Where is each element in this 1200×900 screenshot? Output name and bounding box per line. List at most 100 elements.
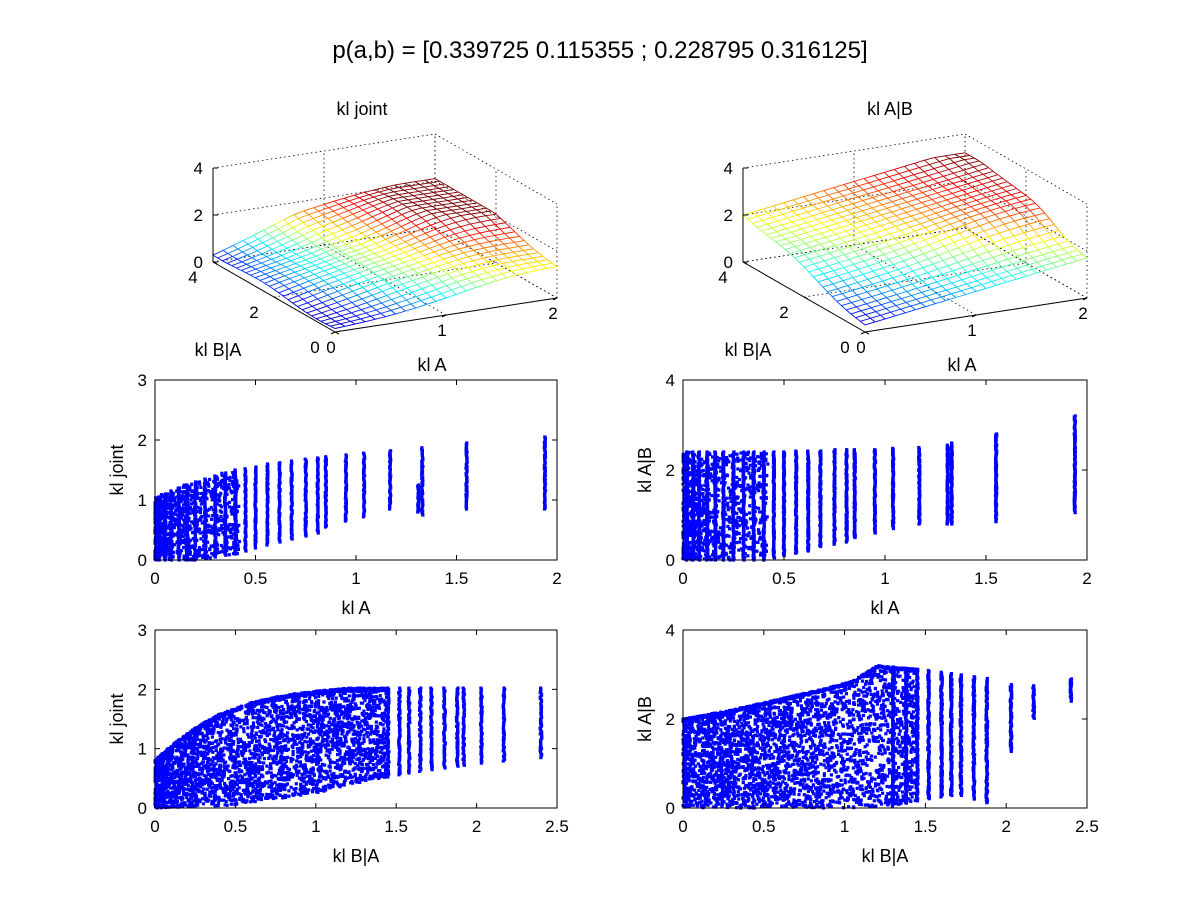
scatter-point <box>232 543 236 547</box>
scatter-point <box>213 503 217 507</box>
scatter-point <box>231 552 236 556</box>
scatter-point <box>162 541 166 546</box>
scatter-point <box>201 534 206 538</box>
scatter-point <box>183 498 187 503</box>
scatter-point <box>193 522 197 526</box>
scatter-point <box>236 547 240 551</box>
scatter-point <box>165 511 169 515</box>
scatter-point <box>167 540 171 544</box>
y-tick-label: 2 <box>138 431 147 450</box>
scatter-point <box>158 528 162 532</box>
scatter-point <box>189 502 193 506</box>
scatter-point <box>181 485 185 489</box>
scatter-point <box>237 523 241 527</box>
scatter-point <box>203 497 207 501</box>
scatter-point <box>166 548 170 552</box>
scatter-point <box>205 497 209 501</box>
scatter-point <box>181 539 186 543</box>
scatter-point <box>220 550 224 554</box>
scatter-point <box>222 527 226 531</box>
scatter-point <box>170 496 174 500</box>
scatter-point <box>162 554 166 558</box>
scatter-point <box>180 490 184 494</box>
scatter-point <box>199 485 203 489</box>
scatter-point <box>761 475 766 480</box>
scatter-point <box>189 506 193 510</box>
scatter-point <box>759 551 763 555</box>
scatter-point <box>177 524 181 528</box>
scatter-point <box>184 539 188 543</box>
scatter-point <box>211 514 215 518</box>
scatter-point <box>758 474 762 478</box>
scatter-point <box>162 508 166 512</box>
scatter-point <box>218 503 222 507</box>
scatter-point <box>182 491 186 495</box>
scatter-point <box>157 513 161 517</box>
scatter-point <box>289 459 294 463</box>
scatter-point <box>164 506 168 510</box>
scatter-point <box>233 469 237 473</box>
scatter-point <box>172 503 176 507</box>
scatter-point <box>228 475 232 479</box>
scatter-point <box>166 541 170 546</box>
scatter-point <box>154 545 158 549</box>
scatter-point <box>157 508 161 512</box>
scatter-point <box>169 536 173 540</box>
scatter-point <box>234 551 238 555</box>
scatter-point <box>160 546 164 550</box>
scatter-point <box>154 512 158 516</box>
scatter-point <box>194 484 198 488</box>
scatter-point <box>316 456 320 460</box>
scatter-point <box>543 435 547 439</box>
scatter-point <box>188 550 192 554</box>
scatter-point <box>165 493 169 497</box>
scatter-point <box>764 543 768 547</box>
scatter-point <box>196 496 200 500</box>
scatter-point <box>186 546 190 550</box>
scatter-point <box>176 530 180 534</box>
scatter-point <box>163 545 167 549</box>
scatter-point <box>170 545 175 549</box>
scatter-point <box>168 523 172 527</box>
scatter-point <box>159 493 163 497</box>
scatter-point <box>183 521 187 525</box>
scatter-point <box>162 506 166 510</box>
scatter-point <box>178 551 182 555</box>
scatter-point <box>198 547 202 552</box>
scatter-point <box>176 505 180 509</box>
scatter-point <box>203 506 207 511</box>
scatter-point <box>172 496 177 500</box>
scatter-point <box>742 480 746 484</box>
scatter-point <box>191 554 195 559</box>
scatter-point <box>184 529 188 533</box>
scatter-point <box>211 487 215 491</box>
scatter-point <box>154 529 159 533</box>
scatter-point <box>180 511 184 515</box>
scatter-point <box>208 524 212 528</box>
scatter-point <box>204 491 208 495</box>
scatter-point <box>207 507 212 511</box>
scatter-point <box>231 471 235 475</box>
scatter-point <box>197 546 202 550</box>
scatter-point <box>171 534 175 538</box>
scatter-point <box>189 545 193 549</box>
scatter-point <box>218 493 222 497</box>
scatter-point <box>193 505 198 509</box>
scatter-point <box>178 542 182 546</box>
scatter-point <box>760 510 765 514</box>
scatter-point <box>234 519 238 523</box>
scatter-point <box>159 529 163 533</box>
scatter-point <box>188 552 192 556</box>
scatter-point <box>700 457 704 461</box>
scatter-point <box>748 517 753 521</box>
scatter-point <box>1073 414 1077 418</box>
scatter-point <box>158 548 162 552</box>
scatter-point <box>181 497 185 502</box>
scatter-point <box>165 537 169 541</box>
scatter-point <box>235 538 239 542</box>
scatter-point <box>186 504 190 508</box>
scatter-point <box>160 539 164 543</box>
scatter-point <box>753 490 757 494</box>
scatter-point <box>193 513 197 517</box>
